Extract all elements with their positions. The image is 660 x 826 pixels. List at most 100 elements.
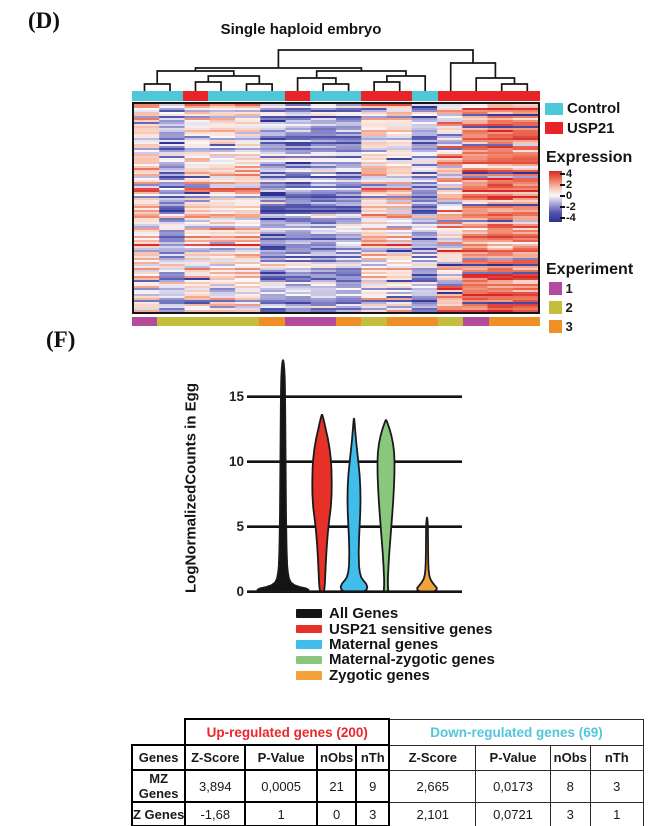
group-legend: Control USP21 xyxy=(545,101,620,140)
stats-table: Up-regulated genes (200) Down-regulated g… xyxy=(130,718,644,826)
experiment-bar-segment xyxy=(514,316,540,326)
colorbar-gradient xyxy=(549,171,562,222)
group-bar-segment xyxy=(335,91,362,101)
table-cell: -1,68 xyxy=(184,801,247,826)
experiment-bar-segment xyxy=(437,316,464,326)
table-cell: 1 xyxy=(244,801,318,826)
colorbar-tick-label: -2 xyxy=(566,200,576,213)
table-cell: 0 xyxy=(315,801,358,826)
group-swatch-usp21 xyxy=(545,122,563,134)
experiment-bar-segment xyxy=(284,316,311,326)
table-cell: 1 xyxy=(589,801,644,826)
colorbar-tick-label: 0 xyxy=(566,189,573,202)
y-tick-label: 15 xyxy=(228,388,244,404)
group-bar-segment xyxy=(208,91,234,101)
experiment-swatch-1 xyxy=(549,282,562,295)
table-row: Z Genes -1,68 1 0 3 2,101 0,0721 3 1 xyxy=(130,801,644,826)
column-header: Genes xyxy=(130,744,187,771)
experiment-legend-label: 3 xyxy=(565,319,573,334)
group-bar-segment xyxy=(259,91,285,101)
table-cell: 0,0173 xyxy=(475,769,551,803)
panel-f-label: (F) xyxy=(46,327,76,352)
table-cell: 2,101 xyxy=(388,801,477,826)
experiment-swatch-3 xyxy=(549,320,562,333)
group-bar-segment xyxy=(463,91,489,101)
table-corner-blank xyxy=(132,719,186,745)
column-header: nObs xyxy=(549,744,591,771)
experiment-swatch-2 xyxy=(549,301,562,314)
column-header: nObs xyxy=(315,744,358,771)
expression-colorbar: 4 2 0 -2 -4 xyxy=(549,168,594,229)
experiment-bar-segment xyxy=(386,316,413,326)
violin-zygotic-genes xyxy=(416,516,438,593)
experiment-legend-item: 1 xyxy=(549,281,573,296)
dendrogram xyxy=(143,49,529,91)
violin-maternal-zygotic-genes xyxy=(376,419,396,593)
violin-legend-swatch xyxy=(296,624,322,634)
table-cell: 0,0005 xyxy=(244,769,318,803)
experiment-bar-segment xyxy=(131,316,158,326)
colorbar-tick-label: -4 xyxy=(566,211,576,224)
group-bar-segment xyxy=(284,91,311,101)
group-bar-segment xyxy=(182,91,209,101)
experiment-legend-item: 3 xyxy=(549,319,573,334)
table-cell: 8 xyxy=(549,769,591,803)
experiment-legend: 1 2 3 xyxy=(549,281,573,338)
experiment-bar-segment xyxy=(233,316,260,326)
experiment-bar-segment xyxy=(488,316,515,326)
y-tick-label: 0 xyxy=(236,583,244,599)
group-legend-item: USP21 xyxy=(545,121,620,136)
group-legend-item: Control xyxy=(545,101,620,116)
group-bar-segment xyxy=(488,91,515,101)
table-cell: 3,894 xyxy=(184,769,247,803)
table-row: MZ Genes 3,894 0,0005 21 9 2,665 0,0173 8 3 xyxy=(130,769,644,803)
violin-legend-label: Zygotic genes xyxy=(329,666,430,684)
group-bar-segment xyxy=(310,91,336,101)
violin-legend-label: Maternal-zygotic genes xyxy=(329,651,495,669)
table-header-row: Genes Z-Score P-Value nObs nTh Z-Score P-Value… xyxy=(130,744,644,771)
column-header: nTh xyxy=(355,744,391,771)
colorbar-tick xyxy=(559,173,565,175)
row-label: Z Genes xyxy=(130,801,187,826)
y-tick-label: 5 xyxy=(236,518,244,534)
experiment-bar-segment xyxy=(259,316,285,326)
violin-legend-item: Zygotic genes xyxy=(296,668,495,683)
violin-legend-swatch xyxy=(296,640,322,649)
experiment-legend-title: Experiment xyxy=(546,261,634,278)
column-header: P-Value xyxy=(475,744,551,771)
experiment-bar-segment xyxy=(361,316,387,326)
group-legend-label: Control xyxy=(567,100,621,117)
group-bar-segment xyxy=(361,91,387,101)
column-header: P-Value xyxy=(244,744,318,771)
column-header: Z-Score xyxy=(184,744,247,771)
experiment-legend-item: 2 xyxy=(549,300,573,315)
group-bar-segment xyxy=(131,91,158,101)
table-cell: 3 xyxy=(589,769,644,803)
violin-usp21-sensitive-genes xyxy=(311,414,333,593)
group-bar-segment xyxy=(157,91,183,101)
violin-legend-item: USP21 sensitive genes xyxy=(296,621,495,637)
group-bar-segment xyxy=(412,91,438,101)
group-bar-segment xyxy=(437,91,464,101)
violin-maternal-genes xyxy=(339,417,369,593)
table-cell: 0,0721 xyxy=(475,801,551,826)
experiment-bar-segment xyxy=(310,316,336,326)
sample-group-bar xyxy=(131,91,540,101)
violin-legend-label: All Genes xyxy=(329,605,399,623)
group-bar-segment xyxy=(514,91,540,101)
colorbar-tick xyxy=(559,183,565,186)
group-bar-segment xyxy=(386,91,413,101)
violin-legend-label: Maternal genes xyxy=(329,635,439,653)
colorbar-tick xyxy=(559,205,565,208)
violin-legend: All Genes USP21 sensitive genes Maternal g… xyxy=(296,606,495,683)
colorbar-tick-label: 4 xyxy=(566,168,573,180)
table-cell: 9 xyxy=(355,769,391,803)
violin-legend-item: Maternal genes xyxy=(296,637,495,652)
table-cell: 3 xyxy=(355,801,391,826)
colorbar-tick xyxy=(559,194,565,197)
colorbar-tick-label: 2 xyxy=(566,178,573,191)
experiment-bar-segment xyxy=(182,316,209,326)
violin-all-genes xyxy=(256,359,310,593)
heatmap-title: Single haploid embryo xyxy=(220,21,382,38)
